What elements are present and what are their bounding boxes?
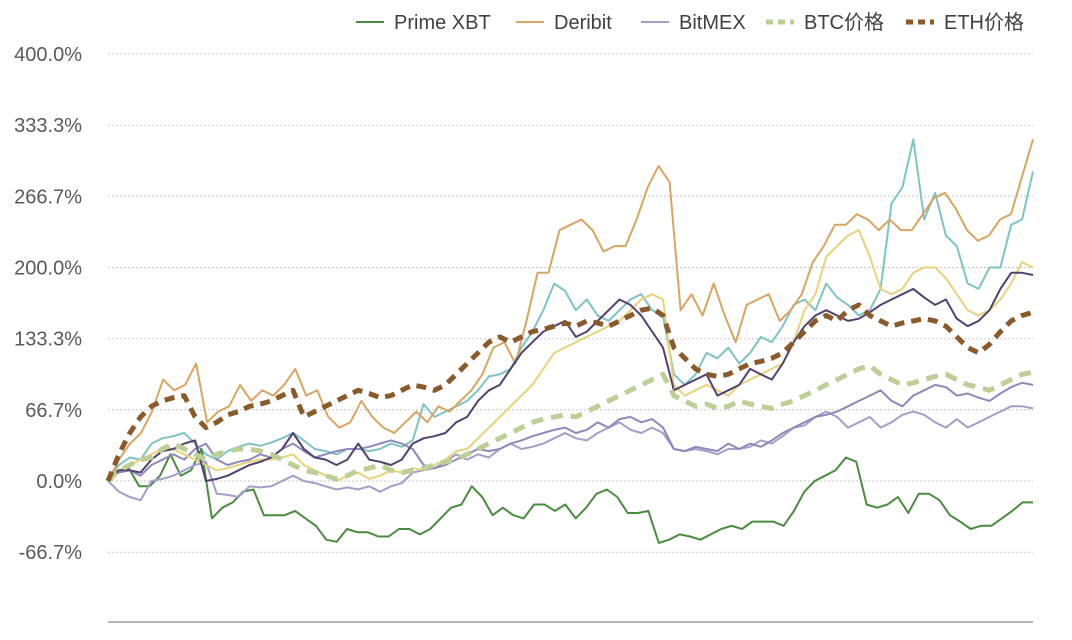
- legend-label: BTC价格: [804, 11, 884, 34]
- legend-label: ETH价格: [944, 11, 1024, 34]
- y-tick-label: -66.7%: [19, 542, 83, 564]
- y-tick-label: 333.3%: [14, 115, 82, 137]
- y-axis-tick-labels: -66.7% 0.0% 66.7% 133.3% 200.0% 266.7% 333.3% 4…: [14, 44, 82, 564]
- series-line-6: [107, 271, 1034, 482]
- y-tick-label: 400.0%: [14, 44, 82, 66]
- series-line-7: [106, 363, 1034, 483]
- gridlines: [108, 53, 1033, 553]
- y-tick-label: 66.7%: [25, 400, 82, 422]
- series-lines: [105, 138, 1034, 544]
- legend-label: Prime XBT: [394, 12, 491, 34]
- legend-label: BitMEX: [679, 12, 746, 34]
- legend: Prime XBT Deribit BitMEX BTC价格 ETH价格: [356, 11, 1024, 34]
- series-line-5: [107, 229, 1034, 482]
- series-line-4: [107, 381, 1034, 482]
- series-line-2: [107, 139, 1034, 482]
- legend-label: Deribit: [554, 12, 612, 34]
- series-line-3: [107, 405, 1034, 502]
- y-tick-label: 0.0%: [36, 471, 82, 493]
- y-tick-label: 133.3%: [14, 329, 82, 351]
- series-line-0: [107, 138, 1034, 482]
- y-tick-label: 266.7%: [14, 186, 82, 208]
- series-line-1: [107, 448, 1033, 544]
- y-tick-label: 200.0%: [14, 258, 82, 280]
- series-line-8: [105, 302, 1034, 482]
